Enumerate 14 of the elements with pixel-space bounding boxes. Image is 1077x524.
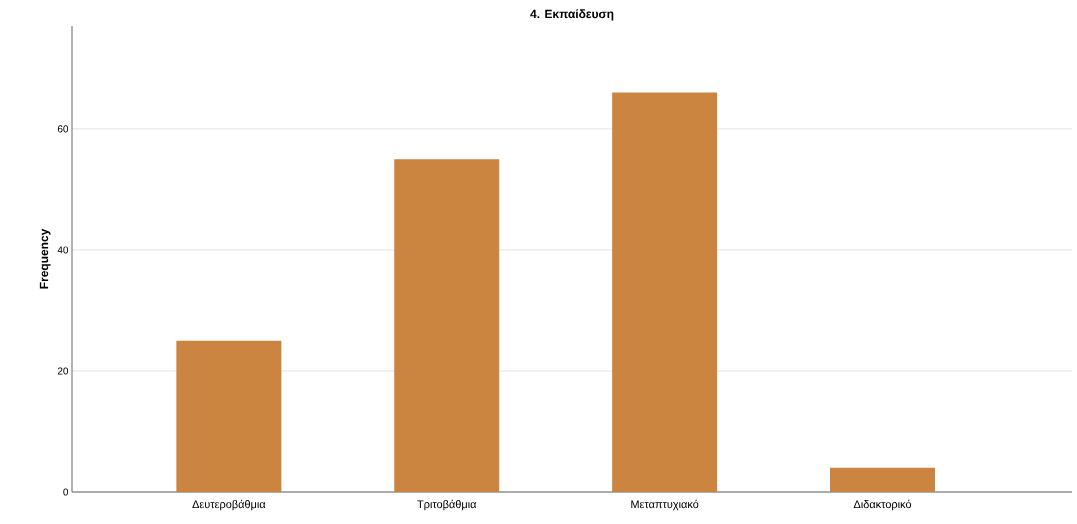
y-tick-label: 20 bbox=[57, 367, 69, 375]
bar bbox=[829, 467, 935, 492]
y-axis-title: Frequency bbox=[39, 228, 51, 289]
x-tick-label: Μεταπτυχιακό bbox=[631, 499, 699, 511]
bar bbox=[394, 159, 500, 492]
bar bbox=[176, 340, 282, 492]
y-tick-label: 0 bbox=[63, 488, 69, 496]
y-tick-label: 60 bbox=[57, 125, 69, 133]
chart-title: 4. Εκπαίδευση bbox=[530, 9, 614, 21]
y-tick-label: 40 bbox=[57, 246, 69, 254]
bar bbox=[612, 92, 718, 492]
x-tick-label: Διδακτορικό bbox=[853, 499, 912, 511]
x-tick-label: Δευτεροβάθμια bbox=[192, 499, 266, 511]
x-tick-label: Τριτοβάθμια bbox=[417, 499, 477, 511]
